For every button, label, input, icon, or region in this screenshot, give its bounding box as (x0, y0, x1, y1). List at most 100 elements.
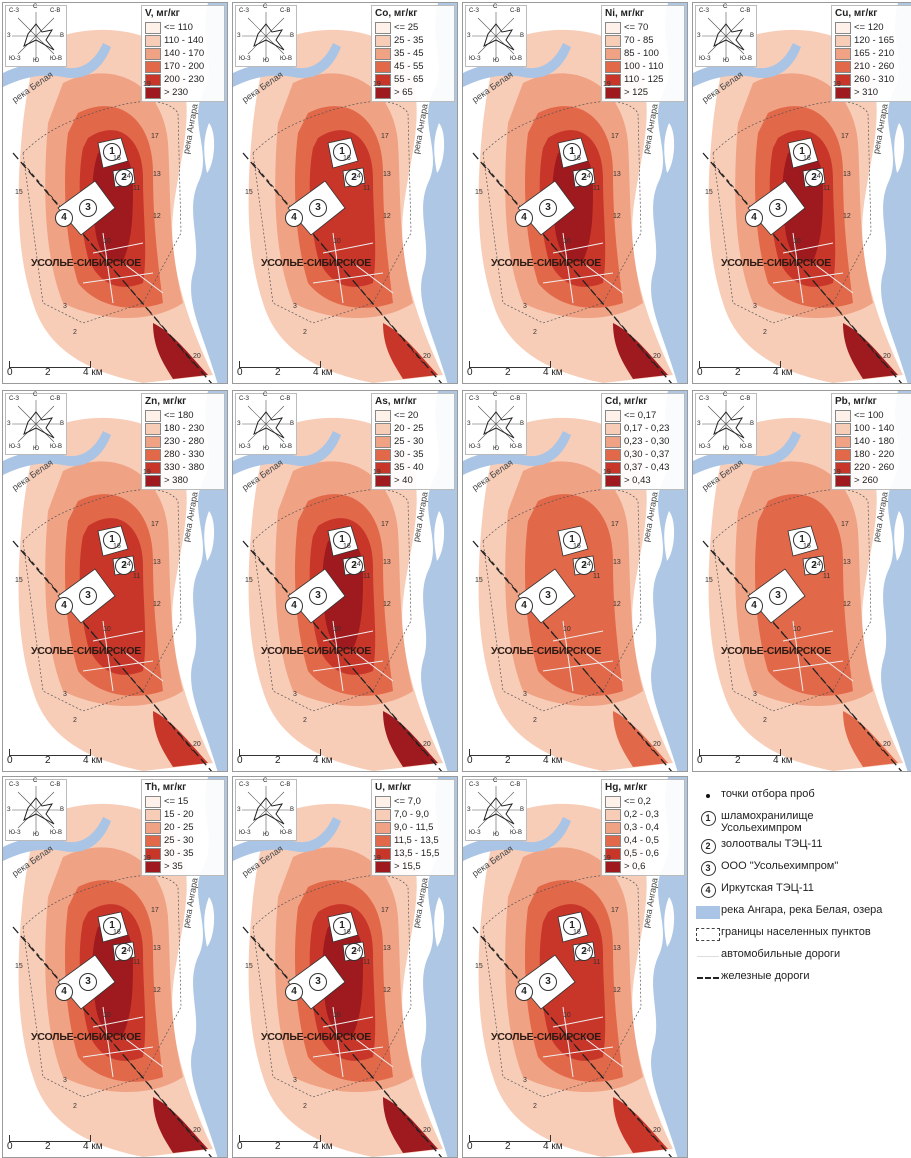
sample-point-label: 19 (603, 855, 611, 862)
rose-label-ne: С-В (50, 8, 61, 14)
range-label: 110 - 140 (164, 35, 204, 46)
rose-label-nw: С-З (9, 782, 19, 788)
sample-point-label: 12 (613, 987, 621, 994)
sample-point-label: 16 (573, 929, 581, 936)
scale-label-4: 4 км (773, 367, 793, 378)
range-label: 15 - 20 (164, 809, 194, 820)
legend-water: река Ангара, река Белая, озера (695, 904, 909, 922)
sample-point-label: 10 (333, 1012, 341, 1019)
sample-point-label: 3 (753, 691, 757, 698)
range-swatch-icon (605, 34, 621, 47)
marker-4: 4 (55, 597, 73, 615)
range-swatch-icon (375, 847, 391, 860)
scale-label-0: 0 (467, 1141, 473, 1152)
sample-point-label: 3 (63, 691, 67, 698)
range-label: 85 - 100 (624, 48, 659, 59)
scale-label-2: 2 (275, 367, 281, 378)
scale-label-0: 0 (237, 1141, 243, 1152)
settlement-boundary (482, 875, 642, 1098)
rose-label-s: Ю (493, 58, 500, 64)
range-label: 11,5 - 13,5 (394, 835, 439, 846)
rose-label-ne: С-В (740, 8, 751, 14)
map-panel: С Ю В З С-З С-В Ю-З Ю-В Cu, мг/кг <= 120… (692, 2, 911, 384)
legend-range-row: 140 - 180 (835, 435, 911, 448)
sample-point-label: 14 (583, 561, 591, 568)
scale-bar-line (469, 361, 551, 368)
legend-title: Ni, мг/кг (605, 8, 645, 19)
marker-1: 1 (103, 143, 121, 161)
wind-rose: С Ю В З С-З С-В Ю-З Ю-В (465, 4, 527, 67)
range-swatch-icon (605, 86, 621, 99)
scale-label-0: 0 (237, 367, 243, 378)
sample-point-label: 3 (293, 691, 297, 698)
sample-point-label: 17 (841, 133, 849, 140)
legend-range-row: > 230 (145, 86, 221, 99)
range-label: <= 110 (164, 22, 193, 33)
city-roads (312, 620, 394, 692)
marker-3: 3 (309, 587, 327, 605)
range-label: 30 - 35 (164, 848, 194, 859)
angara-island (204, 123, 215, 173)
rose-label-s: Ю (33, 832, 40, 838)
settlement-boundary (22, 489, 182, 712)
sample-point-label: 13 (383, 945, 391, 952)
boundary-swatch-icon (696, 927, 720, 941)
sample-point-label: 11 (823, 185, 831, 192)
sample-point-label: 17 (611, 521, 619, 528)
sample-point-label: 11 (823, 573, 831, 580)
range-label: 330 - 380 (164, 462, 205, 473)
range-label: 30 - 35 (394, 449, 424, 460)
sample-point-label: 15 (705, 189, 713, 196)
zone-river-band (383, 1097, 438, 1153)
rose-label-nw: С-З (9, 396, 19, 402)
sample-point-label: 17 (611, 133, 619, 140)
range-label: > 260 (854, 475, 879, 486)
range-label: 260 - 310 (854, 74, 895, 85)
legend-range-row: <= 70 (605, 21, 681, 34)
rose-label-w: З (7, 421, 11, 427)
range-label: <= 70 (624, 22, 649, 33)
marker-4: 4 (55, 983, 73, 1001)
legend-range-row: 35 - 45 (375, 47, 451, 60)
wind-rose: С Ю В З С-З С-В Ю-З Ю-В (5, 778, 67, 841)
legend-range-row: 25 - 30 (375, 435, 451, 448)
rose-label-e: В (520, 33, 525, 39)
range-label: 35 - 45 (394, 48, 424, 59)
sample-point-label: 2 (533, 329, 537, 336)
scale-label-4: 4 км (313, 367, 333, 378)
legend-range-row: 0,30 - 0,37 (605, 448, 681, 461)
range-label: 170 - 200 (164, 61, 205, 72)
range-swatch-icon (605, 474, 621, 487)
rose-label-se: Ю-В (50, 56, 63, 62)
city-label: УСОЛЬЕ-СИБИРСКОЕ (261, 1031, 372, 1043)
marker-2: 2 (575, 557, 593, 575)
rose-label-e: В (60, 807, 65, 813)
legend-roads: автомобильные дороги (695, 948, 909, 966)
range-swatch-icon (835, 86, 851, 99)
range-label: <= 180 (164, 410, 194, 421)
sample-point-label: 17 (381, 521, 389, 528)
wind-rose: С Ю В З С-З С-В Ю-З Ю-В (465, 778, 527, 841)
sample-point-label: 3 (63, 1077, 67, 1084)
angara-island (434, 897, 445, 947)
railway (702, 152, 903, 383)
rose-label-n: С (493, 392, 498, 398)
city-label: УСОЛЬЕ-СИБИРСКОЕ (31, 645, 142, 657)
sample-point-label: 19 (833, 81, 841, 88)
concentration-legend: U, мг/кг <= 7,0 7,0 - 9,0 9,0 - 11,5 11,… (371, 779, 455, 876)
legend-range-row: > 65 (375, 86, 451, 99)
range-swatch-icon (835, 422, 851, 435)
settlement-boundary (482, 489, 642, 712)
angara-island (894, 123, 905, 173)
rose-label-n: С (33, 4, 38, 10)
map-panel: С Ю В З С-З С-В Ю-З Ю-В Co, мг/кг <= 25 … (232, 2, 458, 384)
sample-point-label: 19 (373, 81, 381, 88)
marker-3: 3 (539, 199, 557, 217)
wind-rose-diagram (472, 786, 520, 834)
range-swatch-icon (605, 435, 621, 448)
zone-river-band (153, 711, 208, 767)
zone-river-band (613, 1097, 668, 1153)
legend-range-row: <= 180 (145, 409, 221, 422)
legend-range-row: > 15,5 (375, 860, 451, 873)
range-label: > 0,6 (624, 861, 646, 872)
